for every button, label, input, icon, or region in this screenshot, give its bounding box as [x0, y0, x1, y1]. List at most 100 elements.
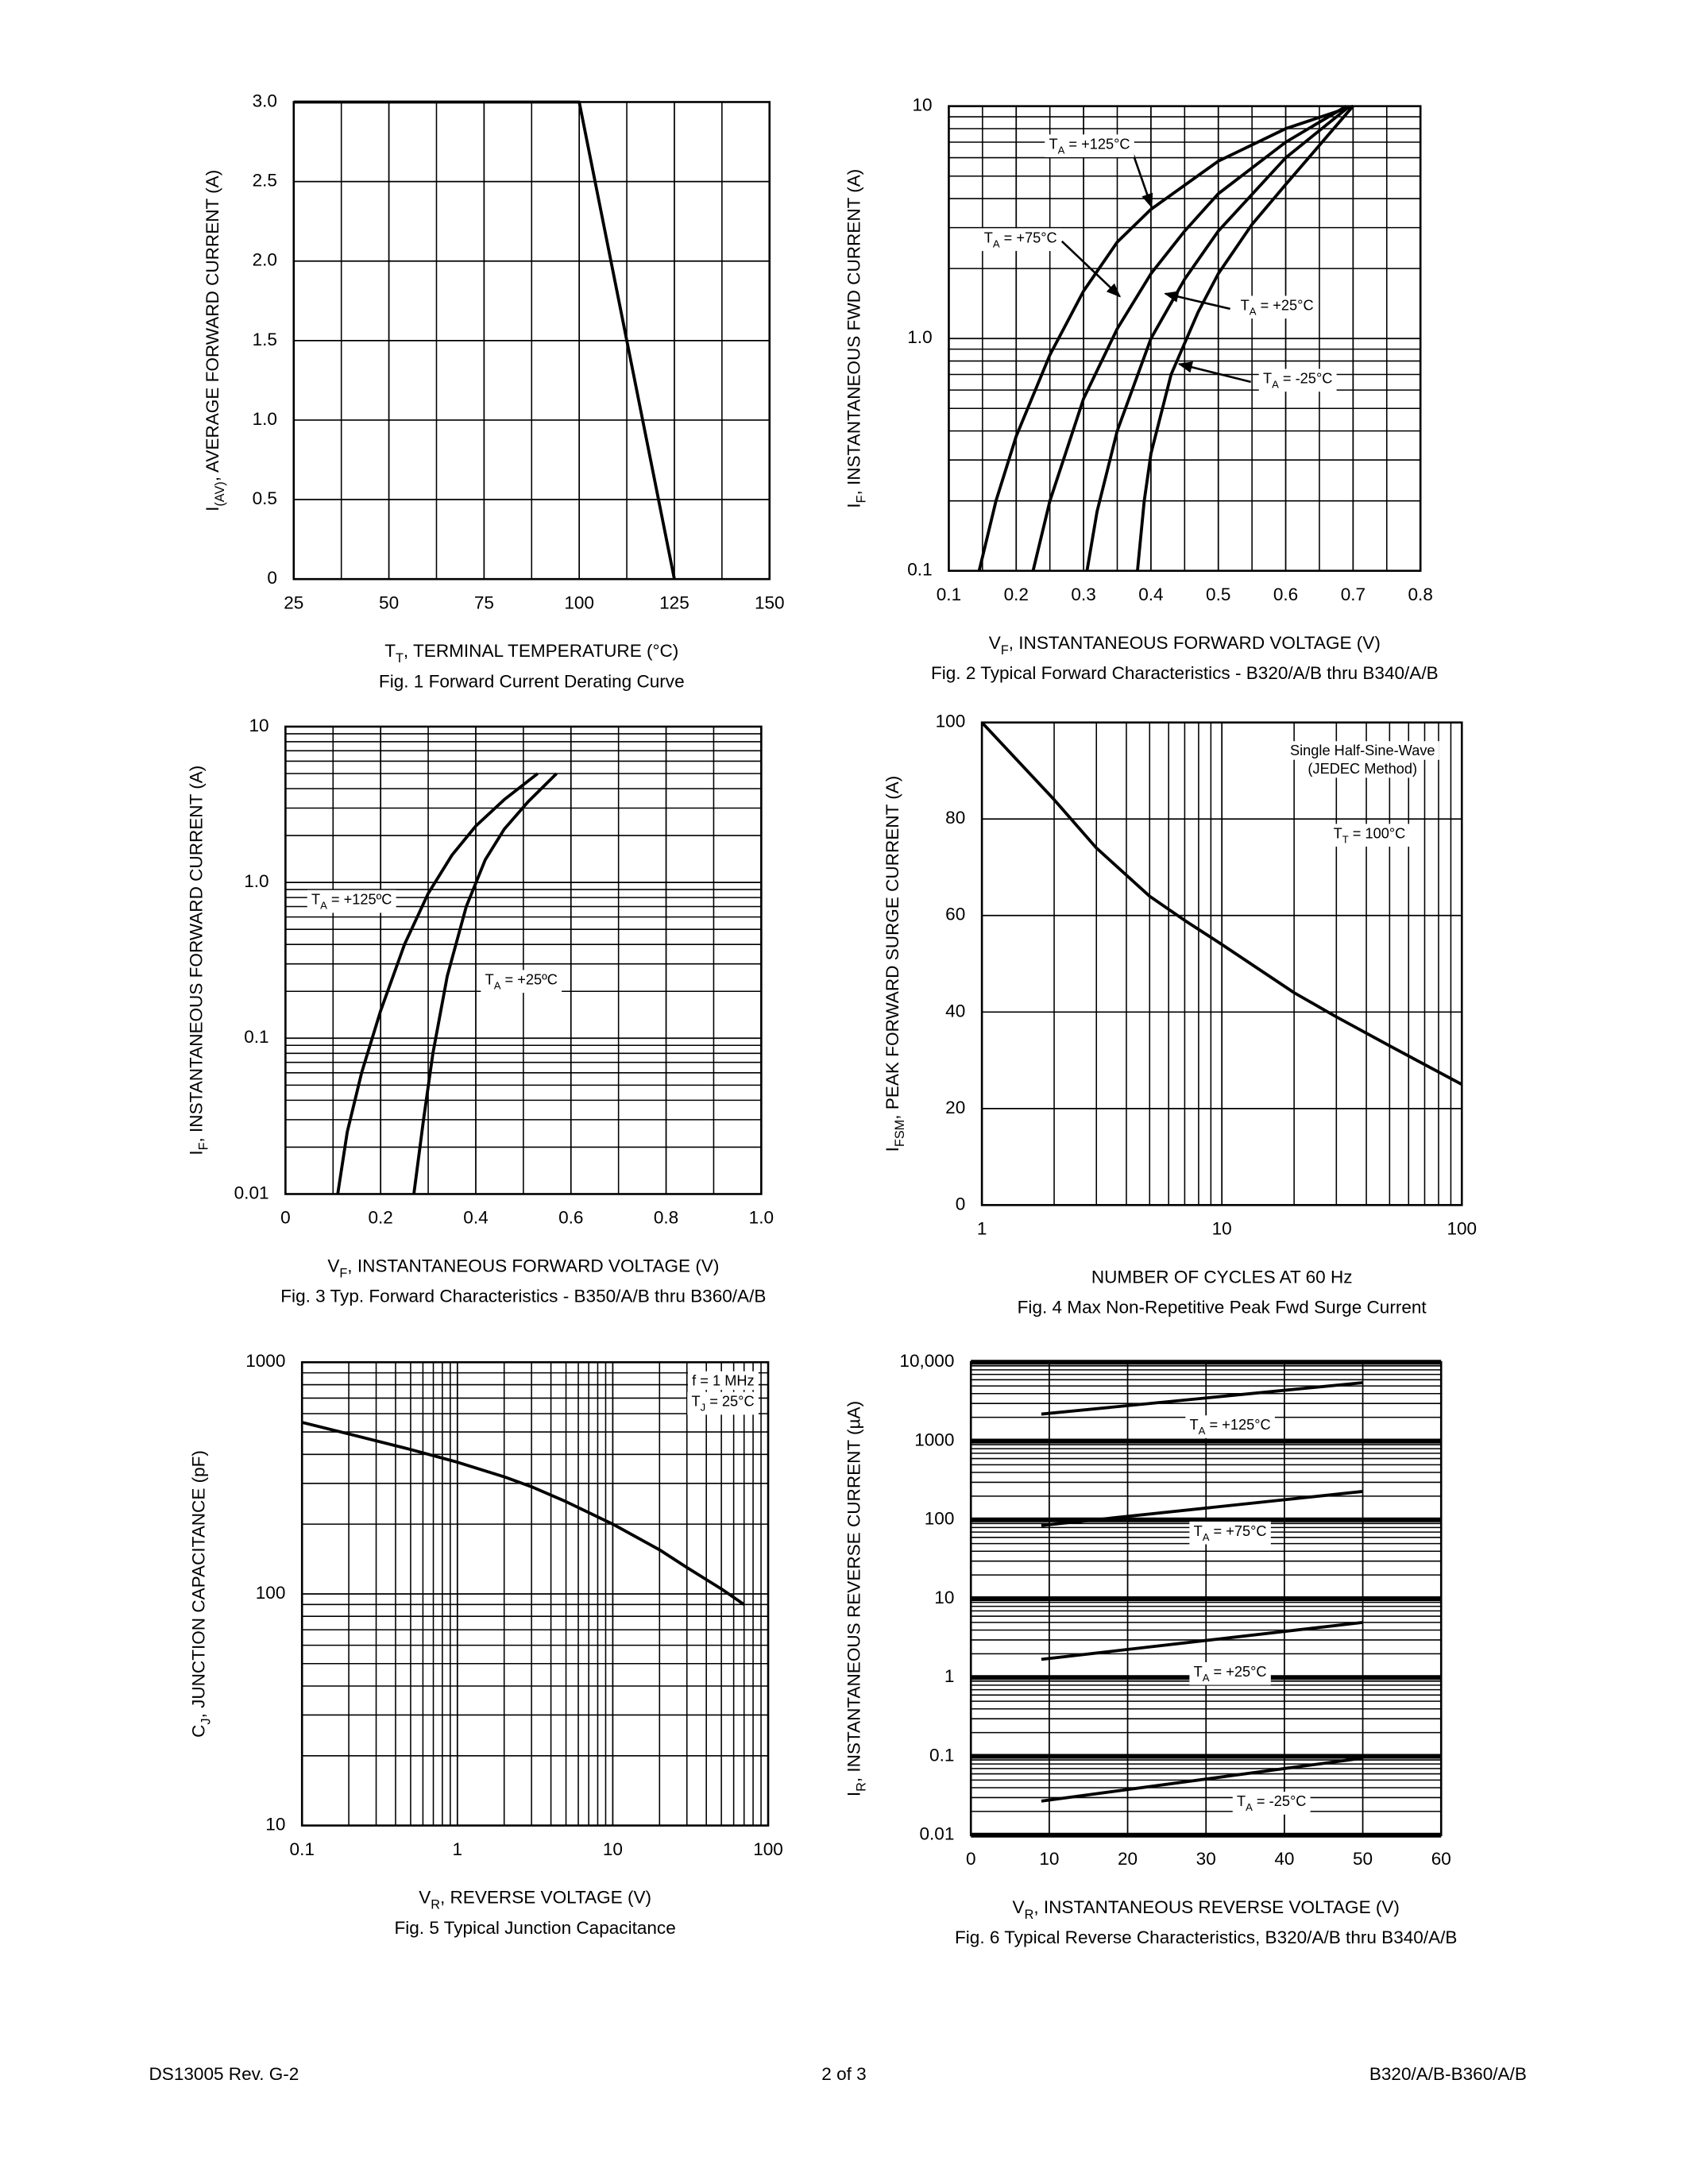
series-label-box	[307, 889, 396, 913]
x-tick-label: 0.8	[1408, 585, 1433, 604]
x-tick-label: 0.5	[1206, 585, 1230, 604]
series-label-part: A	[320, 900, 327, 912]
series-label-part: A	[1250, 305, 1257, 317]
figure-caption: Fig. 6 Typical Reverse Characteristics, …	[955, 1927, 1457, 1947]
y-axis-title-part: , PEAK FORWARD SURGE CURRENT (A)	[883, 776, 902, 1120]
x-axis-title: VF, INSTANTANEOUS FORWARD VOLTAGE (V)	[327, 1256, 719, 1280]
y-tick-label: 100	[936, 712, 966, 731]
series-label-part: T	[1263, 370, 1272, 386]
arrow	[1177, 361, 1251, 384]
series-label-part: = +25ºC	[500, 971, 557, 987]
series-label-part: T	[1237, 1793, 1246, 1809]
x-axis-title: VR, REVERSE VOLTAGE (V)	[419, 1888, 651, 1912]
series-label-part: T	[1190, 1417, 1199, 1433]
series-label-box	[1236, 295, 1318, 319]
y-axis-title: IFSM, PEAK FORWARD SURGE CURRENT (A)	[883, 776, 907, 1152]
curve	[1031, 105, 1347, 572]
footer-right: B320/A/B-B360/A/B	[1369, 2064, 1527, 2084]
series-label-part: A	[1203, 1672, 1210, 1684]
y-tick-label: 10	[265, 1815, 285, 1835]
x-axis-title: VR, INSTANTANEOUS REVERSE VOLTAGE (V)	[1013, 1897, 1400, 1922]
x-tick-label: 40	[1274, 1849, 1294, 1869]
y-axis-title: IF, INSTANTANEOUS FWD CURRENT (A)	[844, 169, 868, 508]
y-tick-label: 0.1	[244, 1027, 268, 1047]
series-label-part: = +25°C	[1209, 1664, 1266, 1680]
y-tick-label: 1	[944, 1666, 955, 1686]
series-label-box	[1045, 134, 1134, 157]
y-axis-title-part: R	[855, 1782, 869, 1792]
x-tick-label: 50	[379, 592, 399, 612]
series-label: TA = +75°C	[1194, 1523, 1267, 1543]
y-tick-label: 0.1	[929, 1745, 954, 1765]
x-axis-title-part: , REVERSE VOLTAGE (V)	[440, 1888, 651, 1908]
x-axis-title-part: V	[419, 1888, 431, 1908]
x-tick-label: 0.4	[463, 1208, 488, 1228]
annotation-box	[687, 1371, 759, 1391]
x-tick-label: 50	[1353, 1849, 1373, 1869]
series-label-part: = +75°C	[1209, 1523, 1266, 1539]
x-tick-label: 20	[1118, 1849, 1138, 1869]
annotation-part: J	[701, 1402, 706, 1414]
curve	[1041, 1620, 1363, 1661]
curve	[977, 104, 1354, 572]
series-label-part: A	[1272, 378, 1279, 390]
y-tick-label: 1.0	[907, 327, 932, 347]
curve	[1041, 1381, 1363, 1416]
x-tick-label: 125	[659, 592, 689, 612]
series-label-part: = +125°C	[1064, 136, 1130, 152]
y-axis-title: CJ, JUNCTION CAPACITANCE (pF)	[189, 1450, 214, 1738]
series-label-part: A	[494, 979, 501, 991]
y-tick-label: 40	[945, 1001, 965, 1021]
arrow	[1164, 291, 1230, 311]
x-axis-title-part: V	[989, 633, 1001, 653]
y-tick-label: 0	[267, 568, 277, 588]
series-label-part: T	[311, 891, 320, 907]
y-axis-title-part: I	[844, 1792, 863, 1796]
y-axis-title-part: I	[203, 507, 222, 511]
x-axis-title-part: T	[384, 641, 396, 661]
y-axis-title-part: F	[855, 495, 869, 503]
series-label-part: T	[984, 230, 993, 245]
series-label-part: = +125ºC	[327, 891, 392, 907]
y-tick-label: 1.0	[253, 409, 277, 429]
series-label: TA = +25ºC	[485, 971, 558, 991]
x-axis-title-part: V	[1013, 1897, 1025, 1917]
curve	[293, 100, 676, 580]
y-axis-title-part: I	[844, 503, 863, 507]
y-tick-label: 0.5	[253, 488, 277, 508]
series-label-part: T	[1241, 297, 1250, 313]
annotation-box	[1329, 824, 1410, 847]
annotation-box	[1285, 741, 1439, 760]
x-tick-label: 0.8	[654, 1208, 678, 1228]
y-tick-label: 10	[913, 95, 933, 115]
x-axis-title-part: R	[1025, 1908, 1034, 1922]
x-tick-label: 75	[474, 592, 494, 612]
plot-frame	[284, 725, 763, 1195]
x-tick-label: 0.2	[368, 1208, 392, 1228]
series-label-part: A	[1246, 1801, 1253, 1813]
curve	[336, 772, 539, 1194]
x-tick-label: 1	[977, 1219, 987, 1239]
footer-left: DS13005 Rev. G-2	[149, 2064, 299, 2084]
series-label-part: A	[993, 237, 1000, 249]
annotation: Single Half-Sine-Wave	[1290, 743, 1435, 758]
figure-caption: Fig. 2 Typical Forward Characteristics -…	[931, 663, 1439, 683]
curve	[1041, 1490, 1363, 1527]
figure-caption: Fig. 4 Max Non-Repetitive Peak Fwd Surge…	[1018, 1298, 1427, 1318]
series-label-part: T	[485, 971, 494, 987]
y-tick-label: 80	[945, 808, 965, 828]
series-label-part: T	[1049, 136, 1057, 152]
y-tick-label: 60	[945, 905, 965, 924]
y-tick-label: 0	[956, 1194, 966, 1214]
annotation-part: (JEDEC Method)	[1308, 761, 1417, 777]
series-label: TA = +125ºC	[311, 891, 392, 911]
footer-center: 2 of 3	[821, 2064, 866, 2084]
y-axis-title-part: FSM	[893, 1120, 907, 1147]
series-label: TA = +25°C	[1194, 1664, 1267, 1684]
plot-frame	[300, 1360, 770, 1827]
y-tick-label: 0.01	[234, 1183, 269, 1202]
series-label: TA = +125°C	[1190, 1417, 1271, 1437]
curve	[1085, 105, 1351, 572]
y-axis-title-part: J	[199, 1718, 214, 1724]
